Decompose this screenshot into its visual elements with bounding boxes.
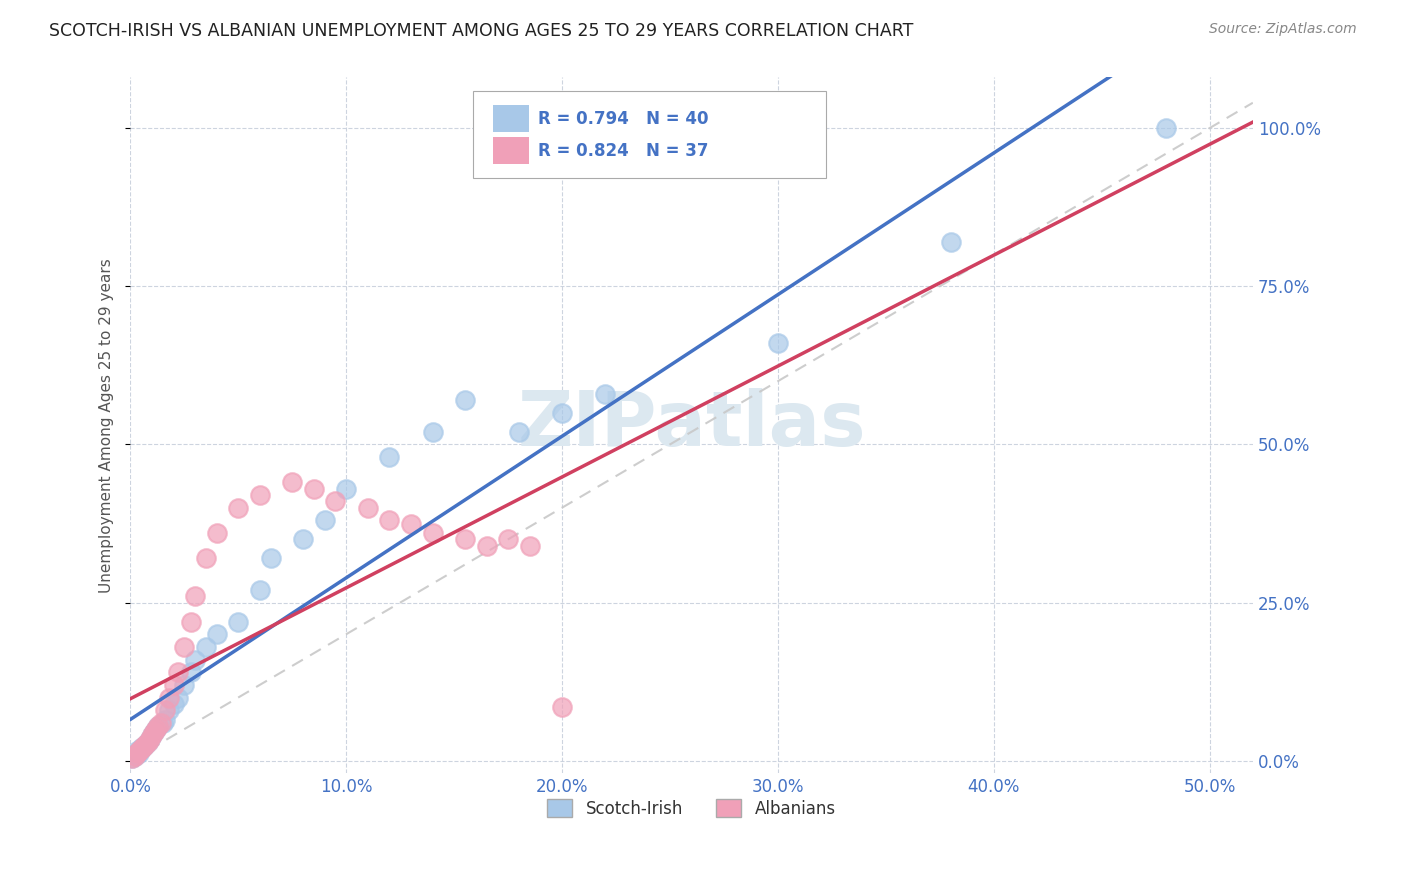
Point	[162, 678, 184, 692]
FancyBboxPatch shape	[494, 105, 529, 132]
Point	[124, 748, 146, 763]
Point	[226, 500, 249, 515]
Point	[259, 551, 281, 566]
Point	[475, 539, 498, 553]
Point	[148, 719, 170, 733]
Point	[121, 750, 143, 764]
Point	[939, 235, 962, 249]
Point	[422, 425, 444, 439]
Point	[166, 690, 188, 705]
Point	[145, 722, 167, 736]
Point	[139, 731, 162, 746]
Y-axis label: Unemployment Among Ages 25 to 29 years: Unemployment Among Ages 25 to 29 years	[100, 258, 114, 593]
Point	[378, 513, 401, 527]
Point	[194, 551, 217, 566]
Point	[125, 746, 148, 760]
Point	[378, 450, 401, 464]
Point	[145, 722, 167, 736]
Point	[129, 742, 152, 756]
Point	[551, 406, 574, 420]
Point	[162, 697, 184, 711]
Point	[1156, 121, 1178, 136]
Point	[508, 425, 530, 439]
Point	[141, 729, 163, 743]
Point	[281, 475, 304, 490]
Point	[184, 652, 207, 666]
Point	[399, 516, 422, 531]
Point	[194, 640, 217, 654]
Point	[128, 746, 150, 760]
Text: Source: ZipAtlas.com: Source: ZipAtlas.com	[1209, 22, 1357, 37]
Point	[496, 533, 519, 547]
Point	[173, 640, 195, 654]
Point	[149, 715, 172, 730]
Point	[129, 742, 152, 756]
Point	[141, 729, 163, 743]
Point	[422, 526, 444, 541]
Point	[153, 703, 176, 717]
Point	[143, 725, 166, 739]
Point	[143, 725, 166, 739]
Point	[292, 533, 315, 547]
Point	[148, 719, 170, 733]
Point	[166, 665, 188, 680]
Point	[153, 713, 176, 727]
Point	[519, 539, 541, 553]
Point	[128, 744, 150, 758]
Point	[593, 386, 616, 401]
FancyBboxPatch shape	[494, 137, 529, 164]
Point	[129, 741, 152, 756]
Point	[136, 735, 159, 749]
Point	[124, 748, 146, 763]
Point	[205, 627, 228, 641]
Point	[249, 582, 271, 597]
Point	[136, 735, 159, 749]
Point	[454, 533, 477, 547]
Point	[184, 589, 207, 603]
Point	[357, 500, 380, 515]
Point	[152, 715, 174, 730]
Point	[325, 494, 347, 508]
Point	[226, 615, 249, 629]
Point	[180, 665, 202, 680]
Point	[139, 731, 162, 746]
Text: R = 0.824   N = 37: R = 0.824 N = 37	[538, 142, 709, 160]
Text: ZIPatlas: ZIPatlas	[517, 388, 866, 462]
Point	[766, 336, 789, 351]
Point	[180, 615, 202, 629]
Point	[173, 678, 195, 692]
Legend: Scotch-Irish, Albanians: Scotch-Irish, Albanians	[541, 793, 842, 824]
Text: SCOTCH-IRISH VS ALBANIAN UNEMPLOYMENT AMONG AGES 25 TO 29 YEARS CORRELATION CHAR: SCOTCH-IRISH VS ALBANIAN UNEMPLOYMENT AM…	[49, 22, 914, 40]
Point	[314, 513, 336, 527]
Point	[302, 482, 325, 496]
Point	[205, 526, 228, 541]
Point	[132, 739, 155, 754]
Text: R = 0.794   N = 40: R = 0.794 N = 40	[538, 110, 709, 128]
Point	[132, 739, 155, 754]
Point	[249, 488, 271, 502]
FancyBboxPatch shape	[472, 91, 827, 178]
Point	[454, 393, 477, 408]
Point	[551, 700, 574, 714]
Point	[134, 738, 156, 752]
Point	[157, 690, 180, 705]
Point	[157, 703, 180, 717]
Point	[335, 482, 357, 496]
Point	[125, 744, 148, 758]
Point	[134, 738, 156, 752]
Point	[121, 750, 143, 764]
Point	[125, 747, 148, 762]
